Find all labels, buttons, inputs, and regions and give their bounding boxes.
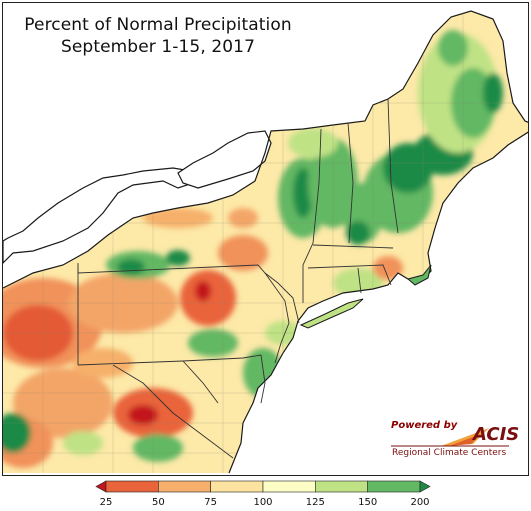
legend-swatch [210,480,264,493]
map-subtitle: September 1-15, 2017 [60,37,256,57]
legend-swatch [158,480,211,493]
map-title: Percent of Normal Precipitation [24,15,292,35]
legend-label: 25 [99,497,113,508]
coastline [3,10,528,474]
legend-swatch [367,480,421,493]
precip-shading [3,11,528,473]
legend-label: 75 [204,497,218,508]
acis-logo: Powered by ACIS Regional Climate Centers [389,420,519,462]
logo-powered-by: Powered by [391,420,458,431]
long-island [299,298,364,329]
cape-cod [406,264,432,286]
legend-label: 100 [253,497,273,508]
legend-label: 50 [151,497,165,508]
legend: 25 50 75 100 125 150 200 [94,478,432,508]
map-canvas [3,10,528,474]
legend-swatch [315,480,368,493]
legend-swatch [262,480,316,493]
acis-swoosh-icon [391,428,509,447]
legend-swatch [419,480,431,493]
logo-subtitle: Regional Climate Centers [392,448,507,458]
legend-colorbar [95,480,431,493]
precipitation-map: Powered by ACIS Regional Climate Centers… [2,2,529,476]
legend-label: 125 [305,497,325,508]
logo-brand: ACIS [473,424,520,445]
legend-swatch [105,480,159,493]
legend-label: 200 [410,497,430,508]
lake-ontario [177,130,272,189]
legend-label: 150 [358,497,378,508]
legend-swatch [95,480,107,493]
